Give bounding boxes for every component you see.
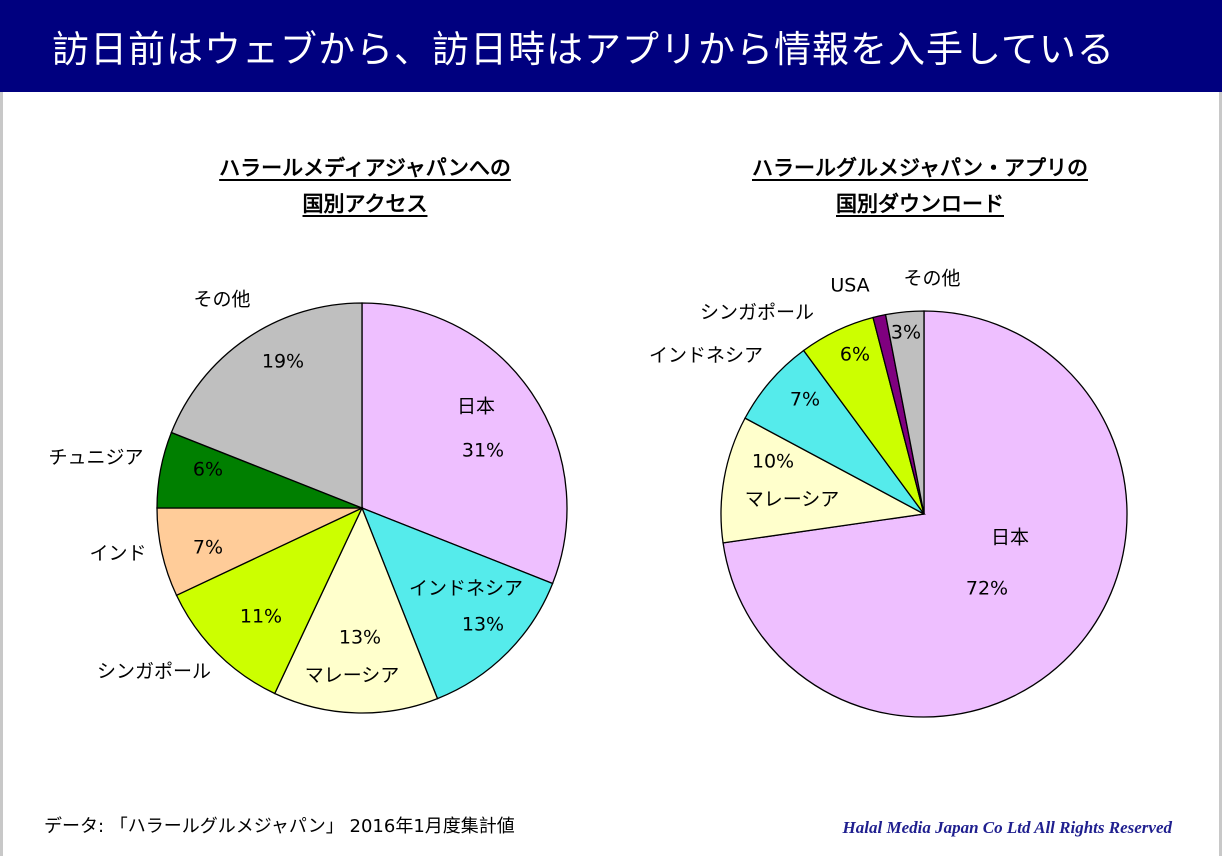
pie0-slice-1-label: インドネシア	[409, 578, 523, 600]
pie0-slice-1-value: 13%	[462, 614, 504, 636]
pie1-slice-5-value: 3%	[891, 322, 921, 344]
frame-border-right	[1219, 92, 1222, 856]
pie0-slice-3-label: シンガポール	[97, 661, 211, 683]
pie0-slice-6	[170, 302, 363, 509]
pie0-slice-5-label: チュニジア	[48, 447, 143, 469]
pie1-slice-2-value: 7%	[790, 389, 820, 411]
copyright-text: Halal Media Japan Co Ltd All Rights Rese…	[842, 818, 1172, 837]
pie0-slice-4-value: 7%	[193, 537, 223, 559]
pie0-slice-2-label: マレーシア	[305, 665, 400, 687]
pie0-slice-0-value: 31%	[462, 440, 504, 462]
left-chart-title: ハラールメディアジャパンへの 国別アクセス	[150, 150, 580, 222]
pie1-slice-5-label: その他	[903, 268, 960, 290]
pie1-slice-3-label: シンガポール	[700, 302, 814, 324]
page-title: 訪日前はウェブから、訪日時はアプリから情報を入手している	[52, 28, 1115, 71]
pie0-slice-6-label: その他	[193, 289, 250, 311]
right-chart-title-line2: 国別ダウンロード	[836, 192, 1004, 216]
left-chart-title-line1: ハラールメディアジャパンへの	[219, 156, 511, 180]
right-chart-title: ハラールグルメジャパン・アプリの 国別ダウンロード	[700, 150, 1140, 222]
pie1-slice-1-label: マレーシア	[745, 489, 840, 511]
pie0-slice-5-value: 6%	[193, 459, 223, 481]
pie0-slice-3-value: 11%	[240, 606, 282, 628]
pie0-slice-3	[175, 506, 364, 695]
pie1-slice-3-value: 6%	[840, 344, 870, 366]
pie0-slice-0-label: 日本	[457, 396, 495, 418]
pie1-slice-1	[720, 417, 927, 544]
right-pie-chart: 日本 72% マレーシア 10% インドネシア 7% シンガポール 6% USA その他 3%	[649, 268, 1128, 718]
pie1-slice-4-label: USA	[830, 275, 869, 297]
pie0-slice-6-value: 19%	[262, 351, 304, 373]
left-pie-chart: 日本 31% インドネシア 13% マレーシア 13% シンガポール 11% インド 7% チュニジ…	[48, 289, 568, 714]
pie0-slice-2-value: 13%	[339, 627, 381, 649]
pie1-slice-1-value: 10%	[752, 451, 794, 473]
pie0-slice-2	[273, 506, 439, 714]
pie1-slice-2-label: インドネシア	[649, 345, 763, 367]
pie0-slice-0	[361, 302, 568, 585]
pie0-slice-1	[360, 506, 554, 700]
title-banner: 訪日前はウェブから、訪日時はアプリから情報を入手している	[0, 0, 1222, 92]
source-note: データ: 「ハラールグルメジャパン」 2016年1月度集計値	[44, 816, 515, 837]
frame-border-left	[0, 92, 3, 856]
pie0-slice-4-label: インド	[89, 543, 146, 565]
pie1-slice-0-label: 日本	[991, 527, 1029, 549]
right-chart-title-line1: ハラールグルメジャパン・アプリの	[752, 156, 1088, 180]
left-chart-title-line2: 国別アクセス	[302, 192, 428, 216]
pie1-slice-0-value: 72%	[966, 578, 1008, 600]
pie1-slice-5	[884, 310, 925, 515]
